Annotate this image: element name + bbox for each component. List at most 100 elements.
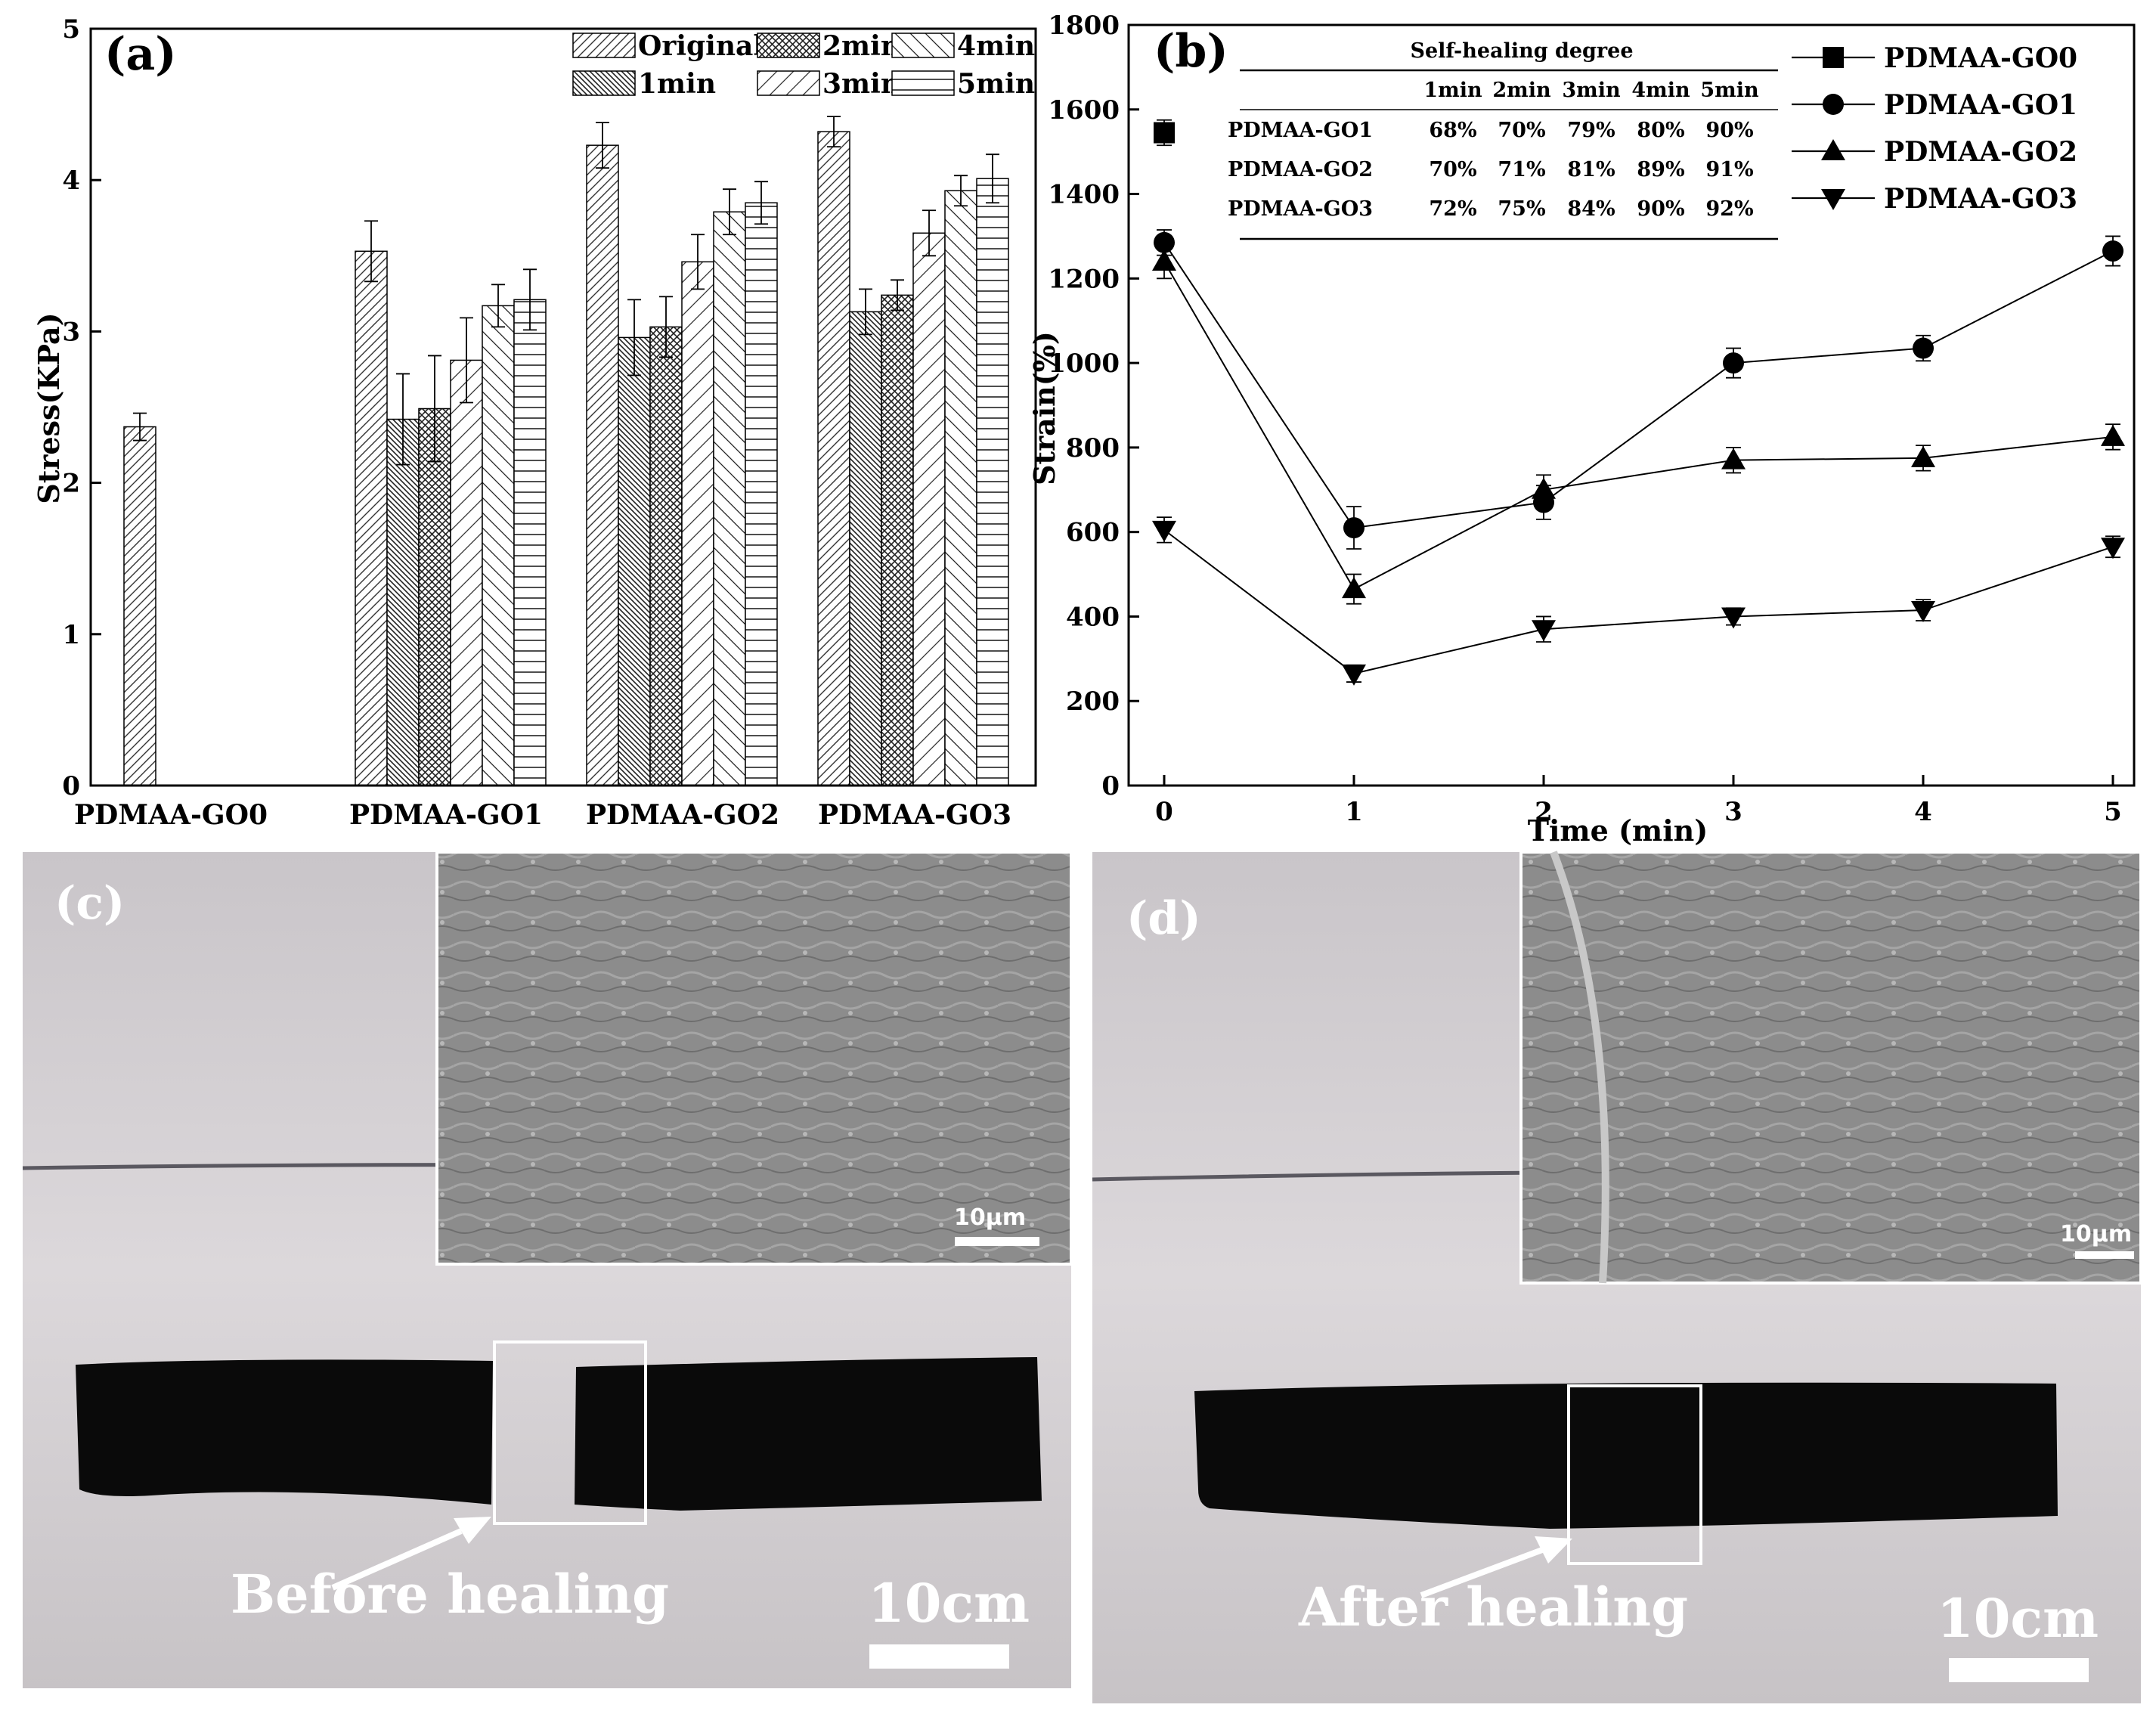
legend-marker-pdmaa-go0 bbox=[1823, 47, 1844, 68]
bar-original bbox=[123, 426, 156, 786]
sem-scale-label: 10μm bbox=[2060, 1221, 2132, 1247]
sem-inset bbox=[1519, 851, 2142, 1285]
arrow-head bbox=[1535, 1536, 1572, 1564]
y-tick-label: 1000 bbox=[1048, 349, 1120, 379]
bar-2min bbox=[881, 294, 914, 786]
panel-a-plot-frame bbox=[89, 27, 1037, 787]
legend-swatch-3min bbox=[757, 70, 820, 96]
bar-original bbox=[586, 144, 619, 786]
panel-a-bar-chart: 0 1 2 3 4 5 PDMAA-GO0 PDMAA-GO1 PDMAA-GO2 PDMAA-… bbox=[32, 14, 1037, 831]
sem-interface bbox=[1550, 851, 1609, 1284]
x-tick-label: 1 bbox=[1345, 797, 1363, 827]
legend-swatch-5min bbox=[891, 70, 955, 96]
table-column-header: 1min bbox=[1423, 79, 1482, 102]
legend-label: PDMAA-GO2 bbox=[1884, 136, 2077, 168]
data-point-pdmaa-go2 bbox=[1152, 249, 1176, 271]
bar-3min bbox=[450, 359, 483, 786]
bar-1min bbox=[386, 418, 420, 786]
after-healing-caption: After healing bbox=[1298, 1576, 1688, 1638]
bar-4min bbox=[482, 305, 515, 786]
series-line-pdmaa-go1 bbox=[1163, 242, 2114, 529]
y-tick-label: 0 bbox=[1101, 771, 1120, 801]
data-point-pdmaa-go1 bbox=[1723, 352, 1744, 374]
table-cell: 80% bbox=[1637, 119, 1684, 142]
x-tick-label: 5 bbox=[2104, 797, 2122, 827]
legend-swatch-4min bbox=[891, 33, 955, 58]
legend-label: Original bbox=[638, 30, 764, 62]
panel-b-plot-frame bbox=[1127, 23, 2136, 787]
table-cell: 71% bbox=[1498, 158, 1545, 181]
series-line-pdmaa-go2 bbox=[1163, 261, 2114, 590]
data-point-pdmaa-go3 bbox=[1152, 520, 1176, 542]
x-tick-label: 4 bbox=[1914, 797, 1932, 827]
data-point-pdmaa-go3 bbox=[1911, 601, 1935, 623]
bar-4min bbox=[713, 211, 746, 786]
legend-marker-pdmaa-go1 bbox=[1823, 94, 1844, 115]
y-tick-label: 1600 bbox=[1048, 95, 1120, 126]
self-healing-degree-table: Self-healing degree 1min 2min 3min 4min 5min P… bbox=[1228, 39, 1778, 240]
photo-scale-bar bbox=[1949, 1658, 2089, 1682]
panel-a-label: (a) bbox=[104, 28, 177, 81]
panel-b-line-chart: 0 200 400 600 800 1000 1200 1400 1600 1800 0 1 2 3 4 5… bbox=[1027, 11, 2136, 848]
bar-1min bbox=[618, 336, 651, 786]
data-point-pdmaa-go2 bbox=[1532, 477, 1556, 499]
panel-d-label: (d) bbox=[1126, 892, 1201, 945]
table-column-header: 3min bbox=[1562, 79, 1621, 102]
category-label: PDMAA-GO0 bbox=[74, 799, 268, 831]
y-tick-label: 200 bbox=[1066, 686, 1120, 717]
data-point-pdmaa-go3 bbox=[1721, 607, 1746, 629]
bar-2min bbox=[649, 326, 683, 786]
x-tick-label: 2 bbox=[1535, 797, 1553, 827]
arrow-line bbox=[331, 1528, 463, 1591]
y-tick-label: 2 bbox=[62, 469, 80, 499]
category-label: PDMAA-GO3 bbox=[818, 799, 1011, 831]
data-point-pdmaa-go2 bbox=[1721, 448, 1746, 470]
bar-original bbox=[817, 131, 850, 786]
table-row-label: PDMAA-GO3 bbox=[1228, 197, 1373, 221]
data-point-pdmaa-go3 bbox=[1532, 620, 1556, 642]
table-cell: 90% bbox=[1637, 197, 1684, 221]
data-point-pdmaa-go1 bbox=[2102, 240, 2123, 262]
y-tick-label: 3 bbox=[62, 317, 80, 347]
table-cell: 84% bbox=[1567, 197, 1615, 221]
selection-box bbox=[493, 1340, 647, 1525]
bar-5min bbox=[745, 202, 778, 786]
photo-scale-label: 10cm bbox=[1937, 1587, 2099, 1650]
bar-5min bbox=[976, 178, 1009, 786]
data-point-pdmaa-go1 bbox=[1913, 337, 1934, 359]
bar-original bbox=[355, 250, 388, 786]
panel-d-photo: 10μm After healing 10cm (d) bbox=[1092, 851, 2142, 1703]
category-label: PDMAA-GO1 bbox=[349, 799, 543, 831]
data-point-pdmaa-go3 bbox=[2101, 538, 2125, 559]
data-point-pdmaa-go1 bbox=[1154, 231, 1175, 253]
y-tick-label: 400 bbox=[1066, 602, 1120, 632]
y-tick-label: 1800 bbox=[1048, 11, 1120, 41]
data-point-pdmaa-go2 bbox=[1911, 445, 1935, 467]
sem-inset bbox=[435, 851, 1073, 1266]
y-tick-label: 4 bbox=[62, 166, 80, 196]
sample-right-piece bbox=[575, 1357, 1042, 1511]
data-point-pdmaa-go1 bbox=[1343, 517, 1365, 539]
bar-3min bbox=[912, 232, 946, 786]
sem-scale-bar bbox=[2075, 1251, 2134, 1259]
panel-c-photo: 10μm Before healing 10cm (c) bbox=[22, 851, 1073, 1688]
legend-label: 3min bbox=[822, 68, 900, 100]
bar-2min bbox=[418, 408, 451, 786]
y-tick-label: 1200 bbox=[1048, 264, 1120, 294]
before-healing-caption: Before healing bbox=[231, 1563, 669, 1626]
arrow-head bbox=[454, 1517, 491, 1544]
y-tick-label: 0 bbox=[62, 771, 80, 801]
legend-label: 1min bbox=[638, 68, 716, 100]
table-column-header: 4min bbox=[1631, 79, 1690, 102]
healed-sample bbox=[1194, 1382, 2058, 1529]
y-tick-label: 1400 bbox=[1048, 180, 1120, 210]
y-tick-label: 1 bbox=[62, 620, 80, 650]
panel-b-label: (b) bbox=[1154, 25, 1228, 78]
data-point-pdmaa-go0 bbox=[1154, 122, 1175, 144]
panel-b-x-axis-title: Time (min) bbox=[1528, 814, 1708, 848]
legend-label: PDMAA-GO1 bbox=[1884, 89, 2077, 121]
table-cell: 68% bbox=[1429, 119, 1476, 142]
sem-scale-label: 10μm bbox=[954, 1204, 1026, 1231]
legend-marker-pdmaa-go2 bbox=[1821, 139, 1845, 160]
